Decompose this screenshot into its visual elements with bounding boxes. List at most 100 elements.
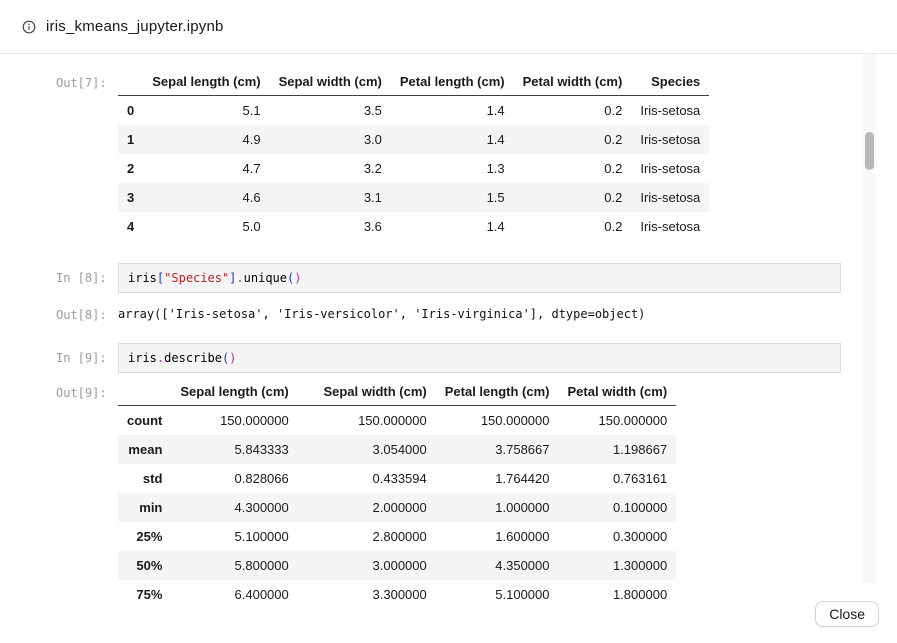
- code-token-operator: .: [156, 351, 165, 365]
- table-row: 4 5.0 3.6 1.4 0.2 Iris-setosa: [118, 212, 709, 241]
- table-cell: 0.828066: [234, 471, 289, 486]
- code-token-operator: .: [236, 271, 244, 285]
- row-index: 75%: [136, 587, 163, 599]
- table-cell: 150.000000: [220, 413, 289, 428]
- row-index: min: [139, 500, 163, 515]
- table-cell: 0.433594: [372, 471, 427, 486]
- notebook-preview-area[interactable]: Out[7]: Sepal length (cm) Sepal width (cm…: [0, 54, 897, 599]
- row-index: mean: [128, 442, 163, 457]
- table-row: 1 4.9 3.0 1.4 0.2 Iris-setosa: [118, 125, 710, 154]
- row-index: 25%: [136, 529, 163, 544]
- input-prompt: In [8]:: [56, 271, 107, 285]
- input-prompt: In [9]:: [56, 351, 107, 365]
- table-cell: 3.758667: [495, 442, 550, 457]
- table-cell: 5.843333: [234, 442, 289, 457]
- code-token-bracket: [: [156, 271, 165, 285]
- code-token-bracket: (: [221, 351, 230, 365]
- table-cell: 1.600000: [495, 529, 550, 544]
- table-row: 0 5.1 3.5 1.4 0.2 Iris-setosa: [118, 96, 709, 126]
- table-cell: 3.300000: [372, 587, 427, 599]
- table-cell: 1.4: [486, 132, 505, 147]
- close-button[interactable]: Close: [815, 601, 879, 627]
- table-cell: 4.7: [242, 161, 261, 176]
- column-header: Petal length (cm): [390, 68, 514, 96]
- table-row: 3 4.6 3.1 1.5 0.2 Iris-setosa: [118, 183, 710, 212]
- code-input: iris.describe(): [118, 343, 841, 373]
- table-cell: 0.2: [604, 161, 623, 176]
- table-cell: 5.100000: [495, 587, 550, 599]
- modal-header: iris_kmeans_jupyter.ipynb: [0, 0, 897, 54]
- table-cell: 1.4: [486, 103, 505, 118]
- table-row: std 0.828066 0.433594 1.764420 0.763161: [118, 464, 676, 493]
- column-header: Sepal width (cm): [269, 68, 391, 96]
- column-header: Petal width (cm): [513, 68, 632, 96]
- row-index: count: [127, 413, 163, 428]
- iris-describe-dataframe: Sepal length (cm) Sepal width (cm) Petal l…: [118, 378, 677, 599]
- code-token-string: "Species": [164, 271, 230, 285]
- table-cell: Iris-setosa: [640, 219, 701, 234]
- column-header: Species: [631, 68, 710, 96]
- table-cell: 4.350000: [495, 558, 550, 573]
- scrollbar-thumb[interactable]: [865, 132, 874, 170]
- table-row: mean 5.843333 3.054000 3.758667 1.198667: [118, 435, 677, 464]
- table-cell: 3.6: [363, 219, 382, 234]
- table-cell: 1.000000: [495, 500, 550, 515]
- table-row: 25% 5.100000 2.800000 1.600000 0.300000: [118, 522, 676, 551]
- table-cell: 3.0: [363, 132, 382, 147]
- table-cell: 4.6: [242, 190, 261, 205]
- table-cell: 150.000000: [358, 413, 427, 428]
- table-cell: 1.800000: [612, 587, 668, 599]
- table-cell: 3.000000: [372, 558, 427, 573]
- table-row: 50% 5.800000 3.000000 4.350000 1.300000: [118, 551, 677, 580]
- table-cell: 1.198667: [612, 442, 668, 457]
- table-cell: Iris-setosa: [640, 132, 701, 147]
- column-header: Sepal length (cm): [171, 378, 298, 406]
- row-index: 4: [127, 219, 135, 234]
- table-cell: 4.300000: [234, 500, 289, 515]
- table-row: count 150.000000 150.000000 150.000000 150.0…: [118, 406, 676, 436]
- table-cell: 0.300000: [612, 529, 668, 544]
- table-cell: 0.2: [604, 132, 623, 147]
- column-header: Petal length (cm): [435, 378, 559, 406]
- output-prompt: Out[7]:: [56, 76, 107, 90]
- table-cell: 0.2: [604, 190, 623, 205]
- table-cell: Iris-setosa: [640, 161, 701, 176]
- output-prompt: Out[8]:: [56, 308, 107, 322]
- table-cell: 3.2: [363, 161, 382, 176]
- code-token-plain: iris: [128, 271, 157, 285]
- code-token-plain: unique: [243, 271, 287, 285]
- table-cell: 0.2: [604, 219, 623, 234]
- table-cell: 3.1: [363, 190, 382, 205]
- file-name-title: iris_kmeans_jupyter.ipynb: [46, 18, 224, 35]
- table-cell: 1.4: [486, 219, 505, 234]
- output-text: array(['Iris-setosa', 'Iris-versicolor',…: [118, 307, 646, 321]
- column-header: [118, 68, 144, 96]
- scrollbar-track[interactable]: [863, 54, 876, 583]
- code-token-plain: describe: [164, 351, 222, 365]
- table-cell: 1.764420: [495, 471, 550, 486]
- table-cell: 1.300000: [612, 558, 668, 573]
- notebook-cell-out8: Out[8]: array(['Iris-setosa', 'Iris-vers…: [56, 300, 897, 322]
- notebook-cell-in8: In [8]: iris["Species"].unique(): [56, 263, 897, 293]
- table-row: 2 4.7 3.2 1.3 0.2 Iris-setosa: [118, 154, 709, 183]
- row-index: 1: [127, 132, 135, 147]
- table-cell: 0.2: [604, 103, 623, 118]
- table-cell: 1.3: [486, 161, 505, 176]
- table-cell: 5.100000: [234, 529, 289, 544]
- table-row: min 4.300000 2.000000 1.000000 0.100000: [118, 493, 677, 522]
- row-index: std: [142, 471, 163, 486]
- code-token-bracket: ]: [229, 271, 237, 285]
- code-token-operator: ): [229, 351, 237, 365]
- row-index: 2: [127, 161, 135, 176]
- notebook-cell-in9: In [9]: iris.describe(): [56, 343, 897, 373]
- code-token-bracket: (: [287, 271, 295, 285]
- code-token-plain: iris: [128, 351, 157, 365]
- column-header: [118, 378, 172, 406]
- notebook-cell-out9: Out[9]: Sepal length (cm) Sepal width (cm…: [56, 378, 897, 599]
- table-cell: Iris-setosa: [640, 190, 701, 205]
- table-cell: 2.800000: [372, 529, 427, 544]
- code-input: iris["Species"].unique(): [118, 263, 841, 293]
- notebook-cell-out7: Out[7]: Sepal length (cm) Sepal width (cm…: [56, 68, 897, 241]
- table-cell: 150.000000: [480, 413, 550, 428]
- row-index: 3: [127, 190, 135, 205]
